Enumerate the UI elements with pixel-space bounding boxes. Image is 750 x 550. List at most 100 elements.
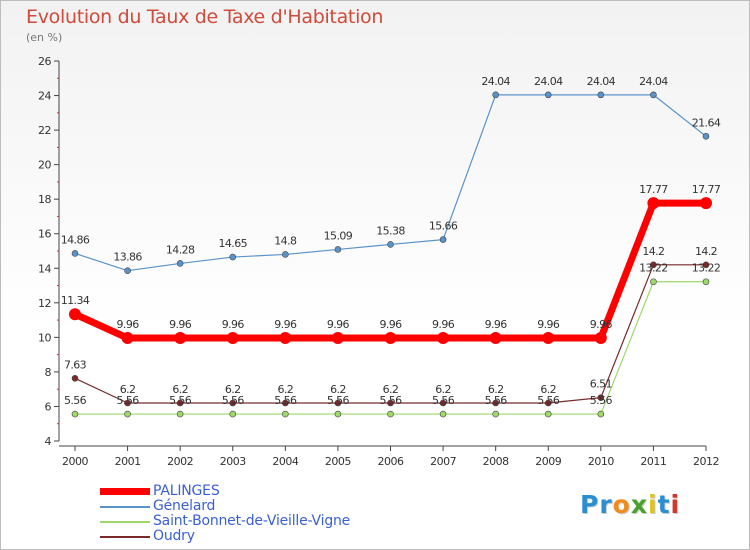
data-label-genelard: 14.65 bbox=[219, 237, 248, 250]
data-point-oudry bbox=[71, 374, 79, 382]
data-label-oudry: 6.2 bbox=[277, 383, 293, 396]
y-tick-label: 10 bbox=[38, 331, 51, 344]
data-point-genelard bbox=[176, 260, 184, 267]
y-tick-label: 26 bbox=[38, 55, 51, 68]
data-point-saint-bonnet-de-vieille-vigne bbox=[439, 410, 447, 418]
data-label-saint-bonnet-de-vieille-vigne: 5.56 bbox=[379, 394, 402, 407]
x-tick-label: 2012 bbox=[693, 455, 719, 468]
legend-label: PALINGES bbox=[153, 483, 220, 499]
line-chart: 4 6 8 10 12 14 16 18 20 22 24 26 2000 2001 2002 2003 200… bbox=[38, 55, 721, 468]
data-point-oudry bbox=[282, 399, 289, 407]
data-label-genelard: 24.04 bbox=[481, 75, 510, 88]
data-point-palinges bbox=[174, 332, 187, 345]
y-tick-label: 4 bbox=[45, 435, 52, 448]
data-point-saint-bonnet-de-vieille-vigne bbox=[702, 278, 710, 286]
data-label-genelard: 21.64 bbox=[692, 116, 721, 129]
data-label-oudry: 6.2 bbox=[435, 383, 451, 396]
data-point-oudry bbox=[702, 261, 710, 269]
data-label-genelard: 15.09 bbox=[324, 229, 353, 242]
data-label-palinges: 17.77 bbox=[692, 183, 721, 196]
y-tick-label: 20 bbox=[38, 159, 51, 172]
data-point-oudry bbox=[597, 394, 605, 401]
data-point-palinges bbox=[542, 332, 555, 345]
data-point-saint-bonnet-de-vieille-vigne bbox=[544, 410, 552, 418]
data-label-saint-bonnet-de-vieille-vigne: 13.22 bbox=[692, 262, 721, 275]
data-point-oudry bbox=[439, 399, 447, 407]
x-tick-label: 2001 bbox=[115, 455, 141, 468]
data-point-genelard bbox=[71, 250, 79, 257]
y-tick-label: 12 bbox=[38, 297, 51, 310]
data-label-oudry: 6.2 bbox=[383, 383, 399, 396]
data-point-genelard bbox=[702, 133, 710, 140]
data-label-oudry: 6.2 bbox=[120, 383, 136, 396]
data-label-palinges: 9.96 bbox=[432, 318, 455, 331]
data-point-genelard bbox=[492, 91, 499, 99]
x-tick-label: 2008 bbox=[483, 455, 509, 468]
data-label-palinges: 9.96 bbox=[274, 318, 297, 331]
data-label-saint-bonnet-de-vieille-vigne: 5.56 bbox=[537, 394, 560, 407]
data-point-saint-bonnet-de-vieille-vigne bbox=[124, 410, 131, 418]
data-label-saint-bonnet-de-vieille-vigne: 5.56 bbox=[222, 394, 245, 407]
data-label-oudry: 14.2 bbox=[695, 245, 717, 258]
data-point-oudry bbox=[387, 399, 394, 407]
logo-letter: i bbox=[670, 490, 681, 519]
legend-swatch bbox=[100, 488, 150, 495]
x-tick-label: 2006 bbox=[378, 455, 404, 468]
data-label-saint-bonnet-de-vieille-vigne: 5.56 bbox=[327, 394, 350, 407]
data-point-saint-bonnet-de-vieille-vigne bbox=[387, 410, 394, 418]
data-point-genelard bbox=[124, 267, 131, 274]
data-label-saint-bonnet-de-vieille-vigne: 5.56 bbox=[64, 394, 87, 407]
x-tick-label: 2010 bbox=[588, 455, 614, 468]
legend-item: Oudry bbox=[100, 528, 420, 544]
data-point-saint-bonnet-de-vieille-vigne bbox=[650, 278, 657, 286]
data-label-genelard: 14.86 bbox=[61, 233, 90, 246]
data-label-oudry: 6.2 bbox=[225, 383, 241, 396]
data-label-genelard: 24.04 bbox=[587, 75, 616, 88]
data-label-genelard: 24.04 bbox=[534, 75, 563, 88]
data-point-oudry bbox=[650, 261, 657, 269]
data-point-oudry bbox=[229, 399, 237, 407]
data-label-saint-bonnet-de-vieille-vigne: 5.56 bbox=[117, 394, 140, 407]
logo-letter: o bbox=[612, 490, 631, 519]
data-point-saint-bonnet-de-vieille-vigne bbox=[282, 410, 289, 418]
data-point-saint-bonnet-de-vieille-vigne bbox=[176, 410, 184, 418]
data-label-genelard: 24.04 bbox=[639, 75, 668, 88]
data-point-saint-bonnet-de-vieille-vigne bbox=[597, 410, 605, 418]
data-point-genelard bbox=[387, 241, 394, 248]
x-tick-label: 2011 bbox=[640, 455, 666, 468]
logo-letter: x bbox=[630, 490, 648, 519]
data-label-palinges: 9.96 bbox=[379, 318, 402, 331]
data-label-oudry: 14.2 bbox=[642, 245, 664, 258]
data-point-genelard bbox=[439, 236, 447, 243]
x-tick-label: 2007 bbox=[430, 455, 456, 468]
data-point-saint-bonnet-de-vieille-vigne bbox=[334, 410, 342, 418]
y-tick-label: 24 bbox=[38, 90, 51, 103]
data-point-palinges bbox=[279, 332, 292, 345]
data-label-genelard: 14.8 bbox=[274, 234, 297, 247]
data-point-genelard bbox=[544, 91, 552, 99]
legend-swatch bbox=[100, 521, 150, 523]
data-point-genelard bbox=[282, 251, 289, 258]
data-point-oudry bbox=[334, 399, 342, 407]
data-point-palinges bbox=[489, 332, 502, 345]
data-point-genelard bbox=[597, 91, 605, 99]
x-tick-label: 2004 bbox=[272, 455, 298, 468]
logo-letter: i bbox=[648, 490, 658, 519]
chart-legend: PALINGES Génelard Saint-Bonnet-de-Vieille-… bbox=[100, 483, 420, 544]
data-label-oudry: 6.2 bbox=[540, 383, 556, 396]
legend-label: Oudry bbox=[153, 528, 195, 544]
chart-subtitle: (en %) bbox=[26, 31, 63, 44]
data-point-oudry bbox=[124, 399, 131, 407]
logo-letter: r bbox=[599, 490, 613, 519]
data-label-saint-bonnet-de-vieille-vigne: 5.56 bbox=[432, 394, 455, 407]
data-label-oudry: 6.51 bbox=[590, 378, 612, 391]
data-label-saint-bonnet-de-vieille-vigne: 5.56 bbox=[274, 394, 297, 407]
y-tick-label: 8 bbox=[45, 366, 52, 379]
legend-swatch bbox=[100, 506, 150, 508]
data-label-genelard: 14.28 bbox=[166, 243, 195, 256]
data-point-palinges bbox=[700, 197, 712, 210]
data-label-genelard: 15.66 bbox=[429, 220, 458, 233]
data-label-palinges: 9.96 bbox=[222, 318, 245, 331]
y-tick-label: 14 bbox=[38, 262, 51, 275]
x-tick-label: 2009 bbox=[535, 455, 561, 468]
